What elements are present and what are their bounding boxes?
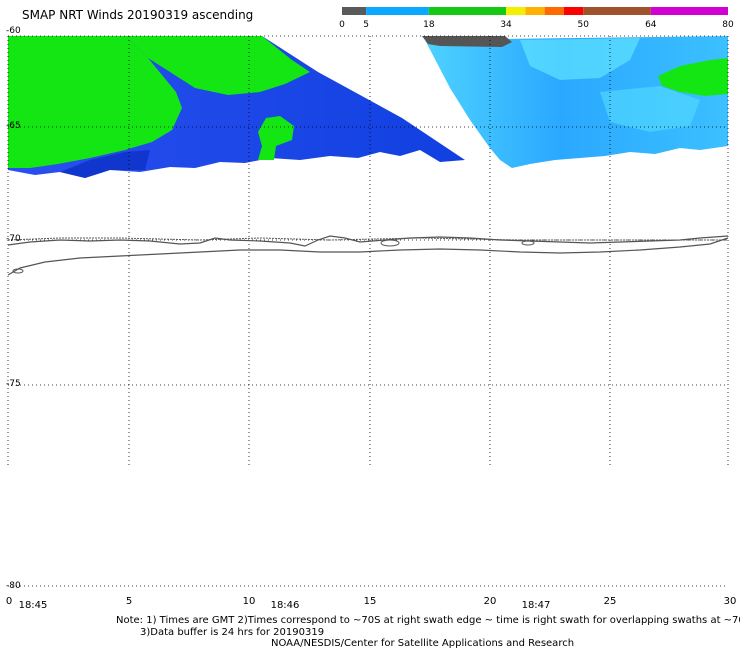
colorbar-tick-label: 80 [722,20,734,30]
credit-line: NOAA/NESDIS/Center for Satellite Applica… [271,638,575,649]
coastline [7,235,729,247]
right-swath-dark-edge [422,36,512,47]
map-title: SMAP NRT Winds 20190319 ascending [22,8,254,22]
lon-label: 10 [242,596,256,607]
lon-label: 5 [125,596,133,607]
note-line-2: 3)Data buffer is 24 hrs for 20190319 [140,627,325,638]
right-swath-light-2 [600,86,700,132]
coastline-dashed [7,237,728,241]
left-swath-green-west [8,36,182,168]
note-line-1: Note: 1) Times are GMT 2)Times correspon… [116,615,740,626]
time-label: 18:45 [18,600,48,611]
lon-label: 25 [603,596,617,607]
right-swath-green [658,58,728,96]
colorbar-tick-label: 34 [500,20,512,30]
colorbar-segment [342,7,367,15]
colorbar-tick-label: 64 [645,20,657,30]
colorbar-segment [563,7,584,15]
colorbar-segment [428,7,507,15]
right-swath [425,36,728,168]
lat-label: -70 [6,234,21,244]
lon-label: 15 [363,596,377,607]
colorbar [342,7,728,15]
colorbar-segment [366,7,429,15]
colorbar-tick-label: 5 [363,20,369,30]
lat-label: -75 [6,379,21,389]
lon-label: 30 [723,596,737,607]
lat-label: -60 [6,26,21,36]
lon-label: 0 [5,596,13,607]
lon-label: 20 [483,596,497,607]
colorbar-tick-label: 50 [577,20,589,30]
colorbar-segment [544,7,564,15]
time-label: 18:47 [521,600,551,611]
colorbar-tick-label: 0 [339,20,345,30]
colorbar-tick-label: 18 [423,20,435,30]
time-label: 18:46 [270,600,300,611]
island-1 [380,239,400,247]
colorbar-segment [506,7,526,15]
left-swath-green-north [125,36,310,95]
colorbar-segment [583,7,651,15]
lat-label: -65 [6,121,21,131]
island-2 [12,268,24,274]
lat-label: -80 [6,581,21,591]
ice-shelf-edge [7,237,729,276]
colorbar-segment [650,7,728,15]
left-swath-deep-blue [60,150,150,178]
colorbar-segment [525,7,545,15]
island-3 [521,240,535,246]
